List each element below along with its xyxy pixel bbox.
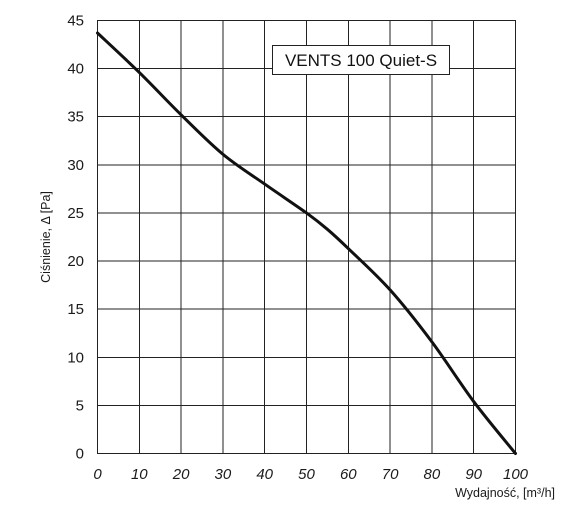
- x-tick-label: 60: [340, 466, 357, 483]
- x-tick-label: 30: [215, 466, 232, 483]
- x-tick-label: 50: [298, 466, 315, 483]
- y-tick-label: 10: [67, 349, 84, 366]
- y-tick-label: 20: [67, 253, 84, 270]
- y-tick-label: 30: [67, 157, 84, 174]
- y-tick-label: 35: [67, 109, 84, 126]
- x-tick-label: 0: [93, 466, 102, 483]
- x-tick-label: 100: [503, 466, 529, 483]
- y-axis-label: Ciśnienie, Δ [Pa]: [39, 191, 53, 283]
- x-tick-label: 80: [424, 466, 441, 483]
- y-tick-label: 15: [67, 301, 84, 318]
- grid: [97, 20, 516, 454]
- y-tick-labels: 0 5 10 15 20 25 30 35 40 45: [67, 13, 84, 463]
- chart-title-frame: [272, 45, 450, 75]
- y-tick-label: 40: [67, 61, 84, 78]
- x-tick-label: 20: [172, 466, 190, 483]
- chart-title: VENTS 100 Quiet-S: [285, 51, 437, 70]
- y-tick-label: 45: [67, 13, 84, 30]
- x-tick-label: 10: [131, 466, 148, 483]
- y-tick-label: 25: [67, 205, 84, 222]
- x-tick-labels: 0 10 20 30 40 50 60 70 80 90 100: [93, 466, 528, 483]
- x-tick-label: 90: [465, 466, 482, 483]
- y-tick-label: 5: [76, 397, 84, 414]
- x-tick-label: 40: [256, 466, 273, 483]
- y-tick-label: 0: [76, 446, 84, 463]
- series-line: [96, 31, 517, 455]
- x-axis-label: Wydajność, [m³/h]: [455, 486, 555, 500]
- chart-title-box: VENTS 100 Quiet-S: [272, 45, 450, 75]
- x-tick-label: 70: [382, 466, 399, 483]
- plot-frame: [97, 20, 516, 454]
